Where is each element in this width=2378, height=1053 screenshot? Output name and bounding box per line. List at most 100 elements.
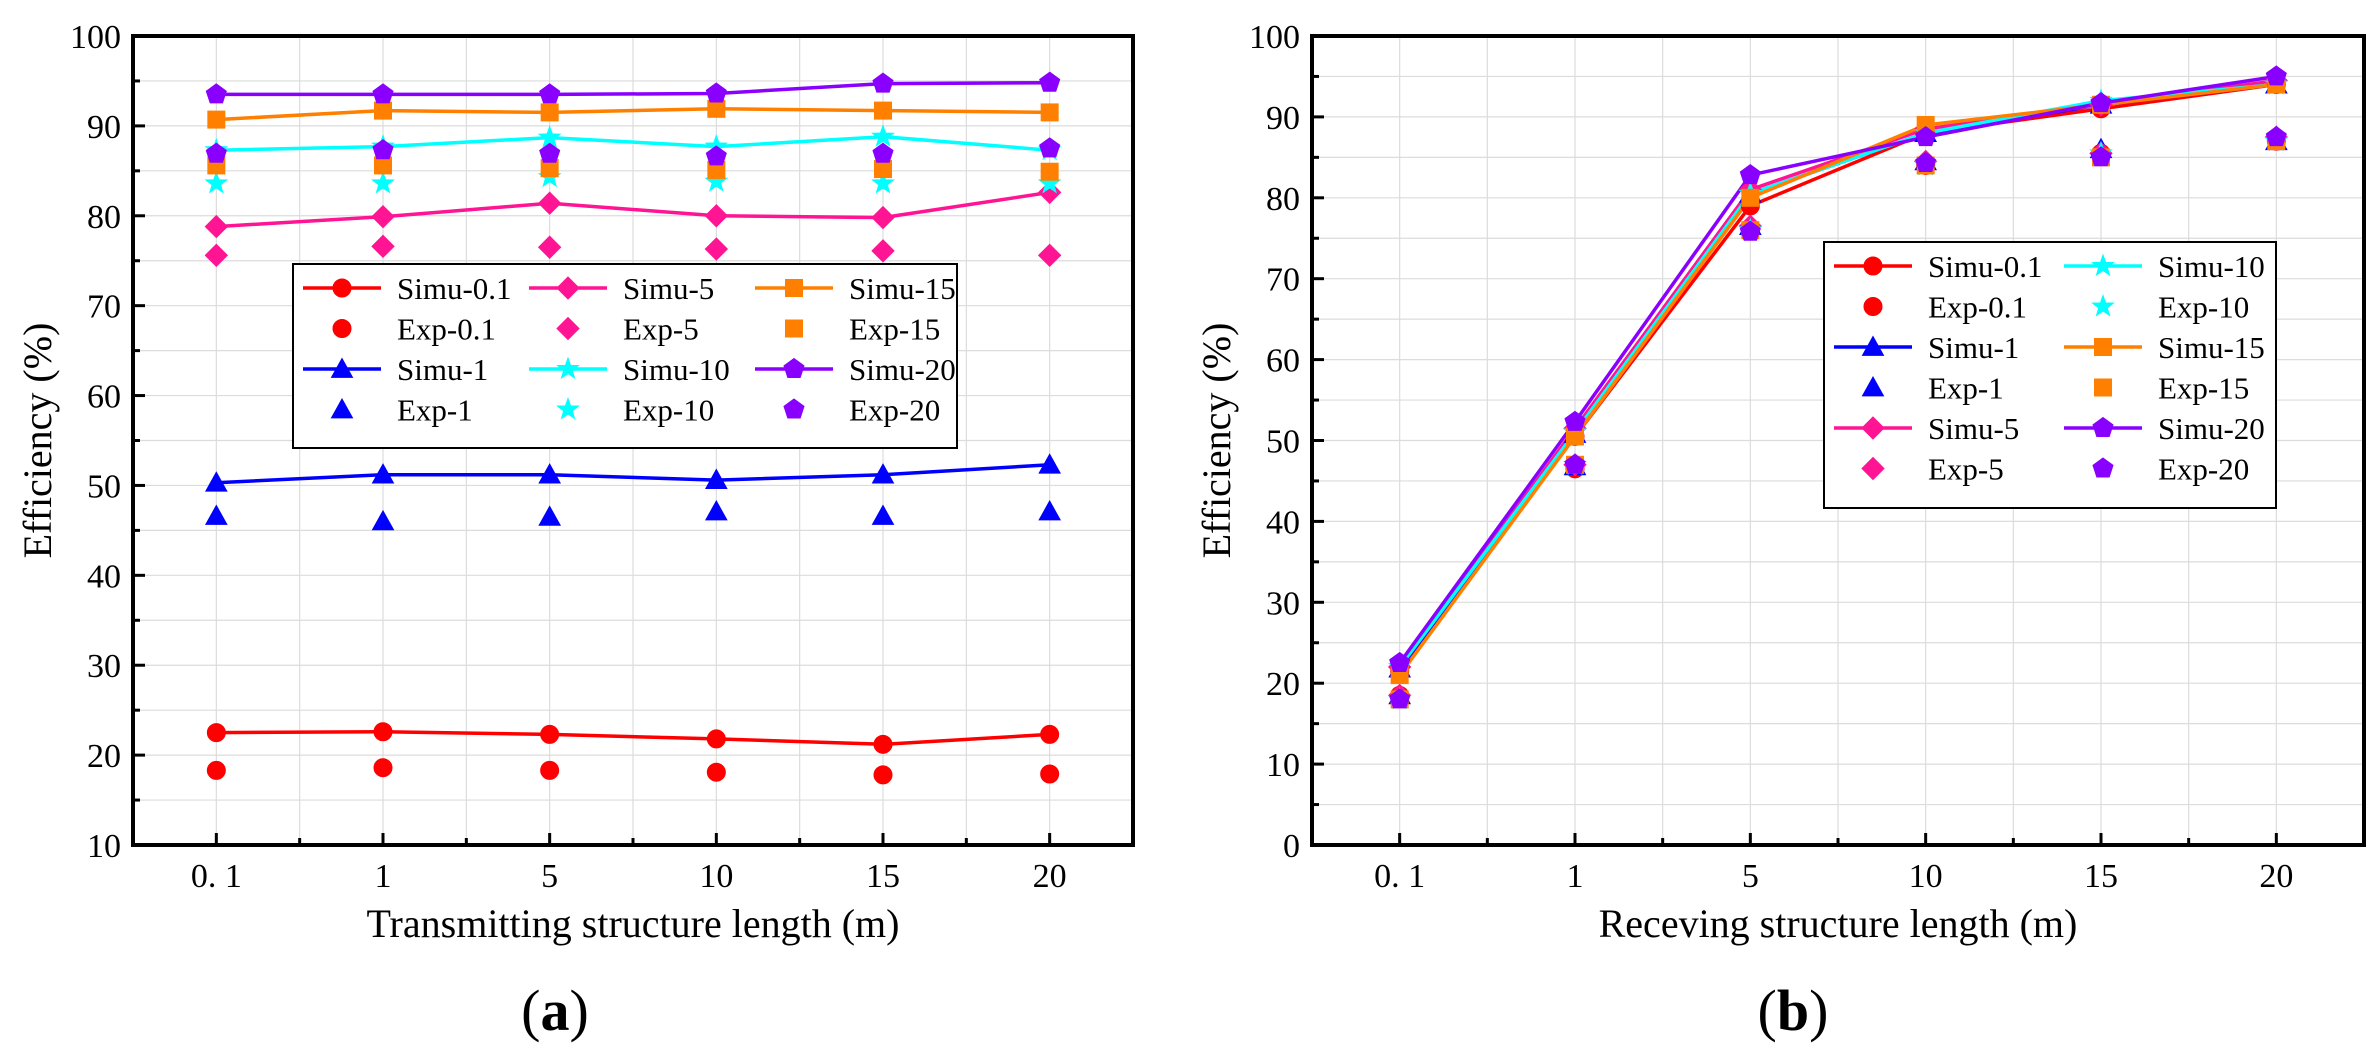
legend: Simu-0.1 Simu-10 Exp-0.1 Exp-10 Simu-1 Simu-1… [1823,241,2277,509]
series-line-simu-5 [216,190,1050,229]
x-axis-title: Receving structure length (m) [1599,901,2078,946]
point-exp-10 [371,170,395,194]
y-tick-label: 40 [1266,504,1300,541]
point-simu-5 [371,204,395,229]
point-exp-20 [1389,688,1411,709]
legend-entry-simu-1: Simu-1 [1834,330,2019,365]
point-exp-15 [374,156,392,175]
legend-marker [2094,378,2112,397]
legend-box [1823,241,2277,509]
point-exp-5 [704,237,729,261]
panel-label-letter: a [541,978,570,1043]
y-tick-label: 50 [1266,424,1300,461]
legend-marker [1861,416,1885,440]
y-tick-label: 70 [87,289,121,326]
y-axis-title: Efficiency (%) [1194,323,1239,559]
point-simu-20 [1739,163,1761,185]
point-simu-15 [540,103,559,122]
point-exp-20 [1915,151,1937,172]
point-exp-5 [537,235,562,259]
legend-label: Simu-15 [2158,330,2265,365]
point-simu-20 [2265,65,2287,86]
legend-entry-simu-20: Simu-20 [2064,411,2265,446]
point-simu-1 [871,463,895,484]
point-simu-20 [1389,651,1411,672]
legend-entry-exp-5: Exp-5 [1861,452,2004,487]
legend-entry-exp-01: Exp-0.1 [332,312,496,347]
panel-label-open: ( [1758,978,1777,1043]
legend-marker [332,319,352,338]
point-simu-20 [2090,91,2112,113]
x-tick-label: 15 [866,858,900,895]
y-tick-label: 80 [87,199,121,236]
legend-label: Exp-1 [397,393,473,428]
point-simu-20 [705,82,727,103]
legend-entry-simu-10: Simu-10 [2064,249,2265,284]
legend-entry-exp-10: Exp-10 [2091,290,2249,325]
point-exp-01 [706,762,726,782]
y-tick-label: 40 [87,558,121,595]
point-simu-15 [1741,188,1760,207]
point-simu-01 [540,724,560,744]
point-simu-20 [1039,71,1061,92]
legend-marker [785,279,803,297]
ticks [1312,34,2278,847]
x-tick-label: 10 [699,858,733,895]
point-exp-20 [372,139,394,160]
legend-marker [2094,338,2112,356]
point-simu-01 [706,729,726,749]
point-exp-20 [1564,453,1586,474]
legend-label: Simu-0.1 [397,271,512,306]
legend-marker [330,357,354,378]
x-tick-label: 0. 1 [191,858,242,895]
y-tick-label: 20 [1266,666,1300,703]
legend-label: Exp-20 [2158,452,2249,487]
point-exp-01 [373,758,393,778]
point-simu-1 [371,463,395,484]
y-tick-label: 70 [1266,262,1300,299]
point-exp-1 [704,499,728,521]
point-exp-10 [204,170,229,194]
point-simu-1 [204,471,228,492]
legend-entry-exp-20: Exp-20 [783,393,940,428]
point-simu-01 [1040,724,1060,744]
legend-marker [1863,256,1883,276]
point-exp-1 [371,509,395,531]
series-line-simu-20 [1398,74,2277,665]
series-line-simu-10 [216,134,1050,152]
x-tick-label: 20 [2259,858,2293,895]
legend-entry-exp-15: Exp-15 [785,312,940,347]
legend-marker [332,278,352,298]
legend-box [292,263,958,449]
point-exp-20 [705,145,727,166]
y-tick-label: 30 [87,648,121,685]
series-line-simu-01 [216,729,1050,747]
series-line-simu-15 [216,107,1050,122]
legend-marker [783,398,805,419]
legend-label: Simu-1 [1928,330,2019,365]
legend-label: Exp-20 [849,393,940,428]
panel-label-letter: b [1777,978,1809,1043]
point-exp-10 [871,170,895,194]
legend-marker [1861,335,1885,356]
y-tick-label: 60 [87,379,121,416]
y-tick-label: 20 [87,738,121,775]
y-tick-label: 100 [70,19,121,56]
legend-entry-simu-15: Simu-15 [2064,330,2265,365]
y-tick-label: 90 [1266,100,1300,137]
legend-label: Simu-15 [849,271,956,306]
point-simu-15 [1040,103,1059,122]
legend-marker [2092,416,2114,437]
point-simu-15 [207,110,226,129]
point-exp-20 [1039,137,1061,158]
y-tick-label: 0 [1283,828,1300,865]
legend-marker [330,397,354,419]
point-simu-01 [373,722,393,742]
point-exp-5 [871,239,895,263]
legend-entry-simu-15: Simu-15 [755,271,956,306]
legend-marker [556,396,580,420]
legend-marker [2091,253,2115,277]
